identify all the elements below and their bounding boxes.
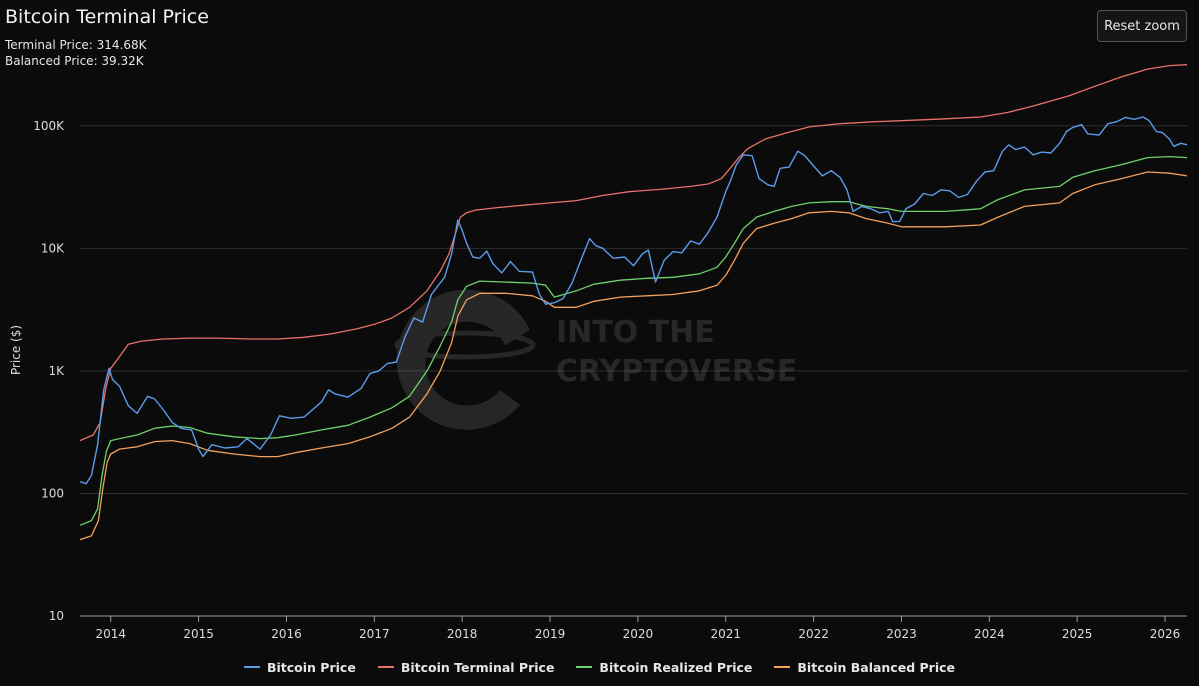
- legend-item-bitcoin-balanced-price[interactable]: Bitcoin Balanced Price: [774, 660, 955, 675]
- legend-swatch: [377, 666, 394, 668]
- chart-title: Bitcoin Terminal Price: [5, 6, 209, 28]
- legend-item-bitcoin-price[interactable]: Bitcoin Price: [243, 659, 356, 675]
- balanced-price-stat: Balanced Price: 39.32K: [5, 54, 144, 68]
- watermark-line1: INTO THE: [556, 315, 715, 350]
- series-line-bitcoin-realized-price[interactable]: [79, 155, 1188, 526]
- y-tick-label: 10K: [41, 241, 65, 255]
- x-tick-label: 2025: [1062, 627, 1093, 641]
- y-tick-label: 10: [49, 609, 64, 623]
- x-tick-label: 2015: [183, 627, 214, 641]
- x-tick-label: 2020: [623, 627, 654, 641]
- y-tick-label: 100K: [33, 119, 65, 133]
- reset-zoom-button[interactable]: Reset zoom: [1097, 10, 1187, 42]
- axes: 10 100 1K 10K 100K 2014 2015 2016 2017 2018 2019 20…: [33, 119, 1187, 641]
- x-tick-label: 2024: [974, 627, 1005, 641]
- watermark-logo-icon: [396, 289, 530, 430]
- legend-label: Bitcoin Terminal Price: [400, 659, 555, 675]
- legend-swatch: [576, 666, 593, 668]
- y-tick-label: 100: [41, 486, 64, 500]
- x-tick-label: 2022: [798, 627, 829, 641]
- x-tick-label: 2023: [886, 627, 917, 641]
- x-tick-label: 2026: [1150, 627, 1181, 641]
- series-line-bitcoin-balanced-price[interactable]: [79, 171, 1188, 541]
- watermark-line2: CRYPTOVERSE: [556, 354, 797, 389]
- x-tick-label: 2021: [710, 627, 741, 641]
- series-line-bitcoin-terminal-price[interactable]: [79, 64, 1188, 442]
- x-tick-label: 2018: [447, 627, 478, 641]
- x-tick-label: 2019: [535, 627, 566, 641]
- legend-item-bitcoin-realized-price[interactable]: Bitcoin Realized Price: [576, 660, 752, 675]
- watermark: INTO THE CRYPTOVERSE: [394, 289, 797, 430]
- legend: Bitcoin Price Bitcoin Terminal Price Bitco…: [0, 655, 1199, 679]
- legend-label: Bitcoin Balanced Price: [797, 659, 955, 675]
- y-axis-label: Price ($): [9, 325, 23, 375]
- x-tick-label: 2016: [271, 627, 302, 641]
- x-tick-label: 2017: [359, 627, 390, 641]
- watermark-orbit-icon: [394, 330, 536, 360]
- x-tick-label: 2014: [95, 627, 126, 641]
- legend-item-bitcoin-terminal-price[interactable]: Bitcoin Terminal Price: [377, 659, 555, 675]
- y-tick-label: 1K: [48, 364, 65, 378]
- terminal-price-stat: Terminal Price: 314.68K: [5, 38, 147, 52]
- legend-label: Bitcoin Realized Price: [599, 659, 753, 675]
- grid-lines: [80, 125, 1187, 494]
- legend-swatch: [774, 666, 791, 668]
- series-line-bitcoin-price[interactable]: [79, 116, 1188, 485]
- legend-label: Bitcoin Price: [266, 659, 356, 675]
- series-lines: [79, 64, 1188, 541]
- legend-swatch: [243, 666, 260, 668]
